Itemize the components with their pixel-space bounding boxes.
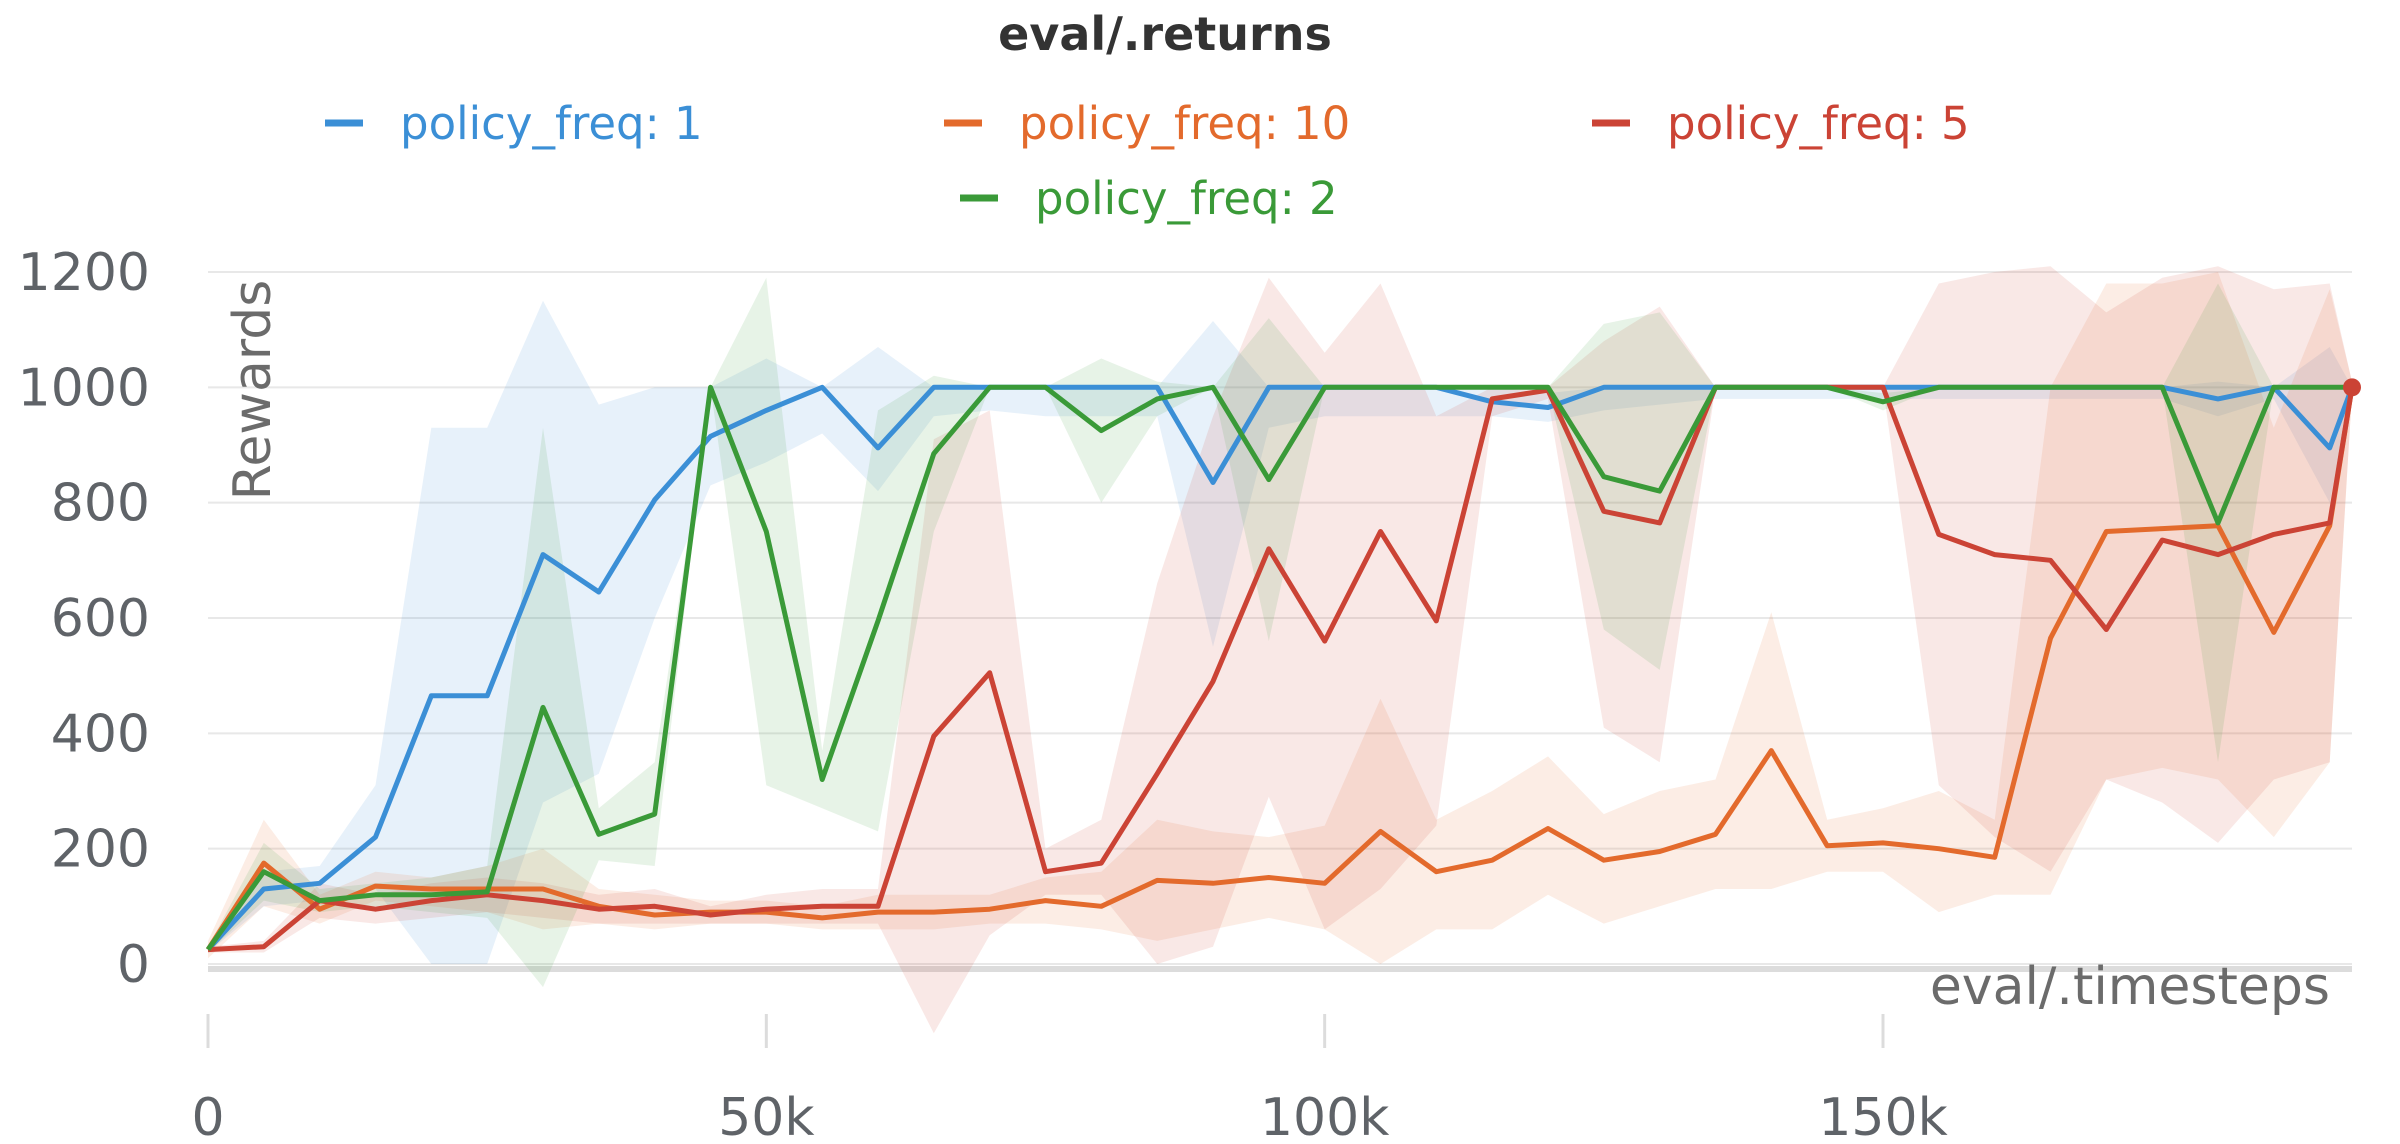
x-axis-ticks: 0 50k 100k 150k (191, 1014, 1948, 1144)
series-band (208, 300, 2352, 964)
series-band (208, 272, 2352, 964)
legend-item[interactable]: policy_freq: 10 (1019, 97, 1350, 150)
x-tick-label: 150k (1818, 1088, 1947, 1144)
series-line (205, 386, 2355, 951)
y-tick-label: 1200 (18, 243, 150, 303)
y-tick-label: 400 (51, 704, 150, 764)
legend-item[interactable]: policy_freq: 5 (1667, 97, 1970, 150)
series-line (205, 384, 2352, 952)
series-band (208, 277, 2352, 988)
y-tick-label: 1000 (18, 358, 150, 418)
y-tick-label: 600 (51, 589, 150, 649)
series-lines (205, 378, 2361, 953)
x-tick-label: 100k (1260, 1088, 1389, 1144)
x-tick-label: 50k (718, 1088, 814, 1144)
series-endpoint (2343, 378, 2361, 397)
y-axis-ticks: 0 200 400 600 800 1000 1200 (18, 243, 150, 995)
x-tick-label: 0 (191, 1088, 224, 1144)
confidence-bands (208, 266, 2352, 1034)
y-tick-label: 0 (117, 935, 150, 995)
x-axis-label: eval/.timesteps (1930, 957, 2330, 1017)
legend[interactable]: policy_freq: 1 policy_freq: 10 policy_freq… (325, 97, 1970, 225)
legend-item[interactable]: policy_freq: 2 (1035, 172, 1338, 225)
chart-title: eval/.returns (998, 7, 1332, 61)
y-axis-label: Rewards (223, 280, 283, 501)
y-tick-label: 200 (51, 820, 150, 880)
series-band (208, 266, 2352, 1034)
y-tick-label: 800 (51, 474, 150, 534)
series-line (207, 384, 2355, 953)
legend-item[interactable]: policy_freq: 1 (400, 97, 703, 150)
